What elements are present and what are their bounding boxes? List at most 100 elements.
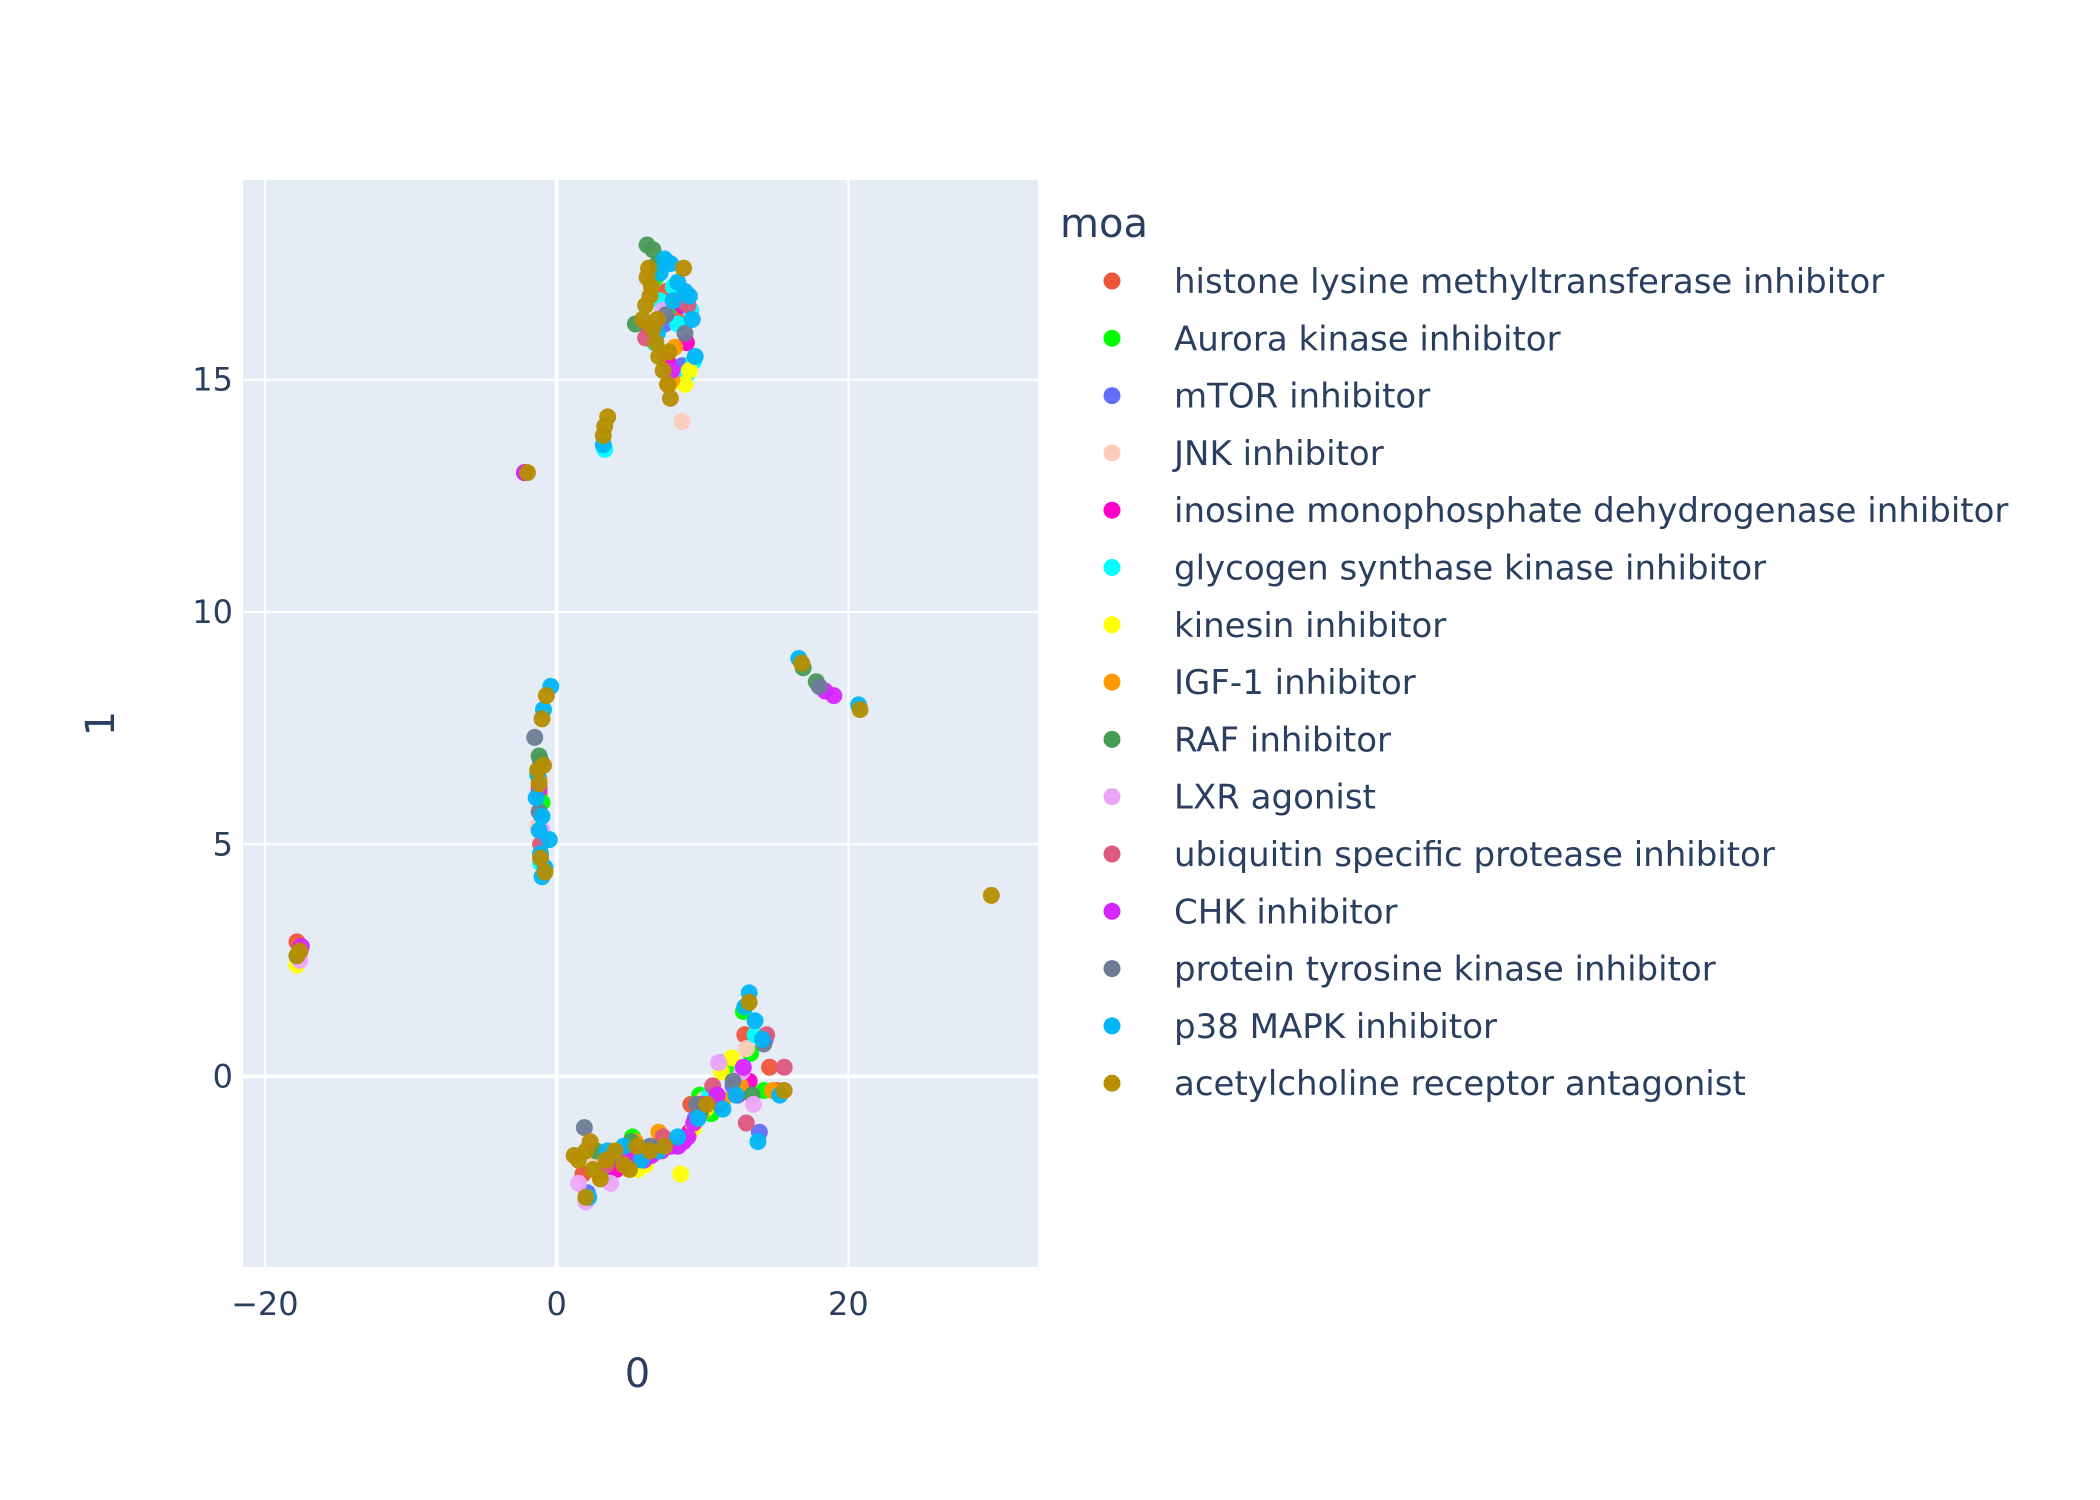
- legend-marker: [1103, 387, 1121, 405]
- data-point: [656, 1137, 674, 1155]
- y-axis-title: 1: [78, 711, 124, 736]
- legend[interactable]: histone lysine methyltransferase inhibit…: [1103, 262, 2009, 1104]
- data-point: [644, 241, 662, 259]
- legend-item-label[interactable]: ubiquitin specific protease inhibitor: [1174, 835, 1775, 875]
- legend-item-label[interactable]: acetylcholine receptor antagonist: [1174, 1064, 1746, 1104]
- data-point: [577, 1188, 595, 1206]
- data-point: [596, 417, 614, 435]
- data-point: [745, 1095, 763, 1113]
- legend-marker: [1103, 272, 1121, 290]
- data-point: [628, 1137, 646, 1155]
- data-point: [648, 310, 666, 328]
- data-point: [669, 273, 687, 291]
- data-point: [532, 849, 550, 867]
- legend-title: moa: [1060, 201, 1148, 247]
- y-tick-label: 15: [192, 361, 233, 399]
- legend-item-label[interactable]: Aurora kinase inhibitor: [1174, 319, 1561, 359]
- data-point: [638, 269, 656, 287]
- legend-item-label[interactable]: histone lysine methyltransferase inhibit…: [1174, 262, 1884, 302]
- data-point: [669, 1128, 687, 1146]
- data-point: [749, 1133, 767, 1151]
- data-point: [527, 789, 545, 807]
- data-point: [660, 343, 678, 361]
- data-point: [591, 1170, 609, 1188]
- legend-marker: [1103, 1074, 1121, 1092]
- legend-marker: [1103, 730, 1121, 748]
- legend-item-label[interactable]: RAF inhibitor: [1174, 720, 1391, 760]
- data-point: [530, 775, 548, 793]
- legend-item-label[interactable]: LXR agonist: [1174, 778, 1376, 818]
- data-point: [982, 886, 1000, 904]
- data-point: [698, 1095, 716, 1113]
- data-point: [710, 1054, 728, 1072]
- legend-marker: [1103, 501, 1121, 519]
- legend-item-label[interactable]: CHK inhibitor: [1174, 892, 1398, 932]
- y-tick-label: 0: [213, 1058, 233, 1096]
- data-point: [680, 287, 698, 305]
- data-point: [724, 1072, 742, 1090]
- legend-item-label[interactable]: mTOR inhibitor: [1174, 377, 1430, 417]
- data-point: [851, 701, 869, 719]
- data-point: [606, 1142, 624, 1160]
- data-point: [714, 1100, 732, 1118]
- data-point: [673, 413, 691, 431]
- legend-item-label[interactable]: p38 MAPK inhibitor: [1174, 1007, 1497, 1047]
- data-point: [793, 654, 811, 672]
- data-point: [683, 310, 701, 328]
- data-point: [654, 361, 672, 379]
- grid-lines: [243, 180, 1038, 1267]
- data-point: [536, 863, 554, 881]
- data-point: [680, 361, 698, 379]
- data-point: [775, 1058, 793, 1076]
- data-point: [689, 1109, 707, 1127]
- legend-marker: [1103, 902, 1121, 920]
- legend-marker: [1103, 329, 1121, 347]
- x-tick-label: 0: [546, 1285, 566, 1323]
- data-point: [533, 807, 551, 825]
- data-point: [656, 250, 674, 268]
- data-point: [727, 1086, 745, 1104]
- data-point: [641, 1142, 659, 1160]
- data-point: [530, 821, 548, 839]
- legend-item-label[interactable]: kinesin inhibitor: [1174, 606, 1446, 646]
- legend-marker: [1103, 788, 1121, 806]
- y-tick-label: 10: [192, 593, 233, 631]
- data-point: [534, 756, 552, 774]
- data-point: [533, 710, 551, 728]
- data-point: [675, 259, 693, 277]
- plot-area: [243, 180, 1038, 1267]
- legend-item-label[interactable]: inosine monophosphate dehydrogenase inhi…: [1174, 491, 2008, 531]
- data-point: [672, 1165, 690, 1183]
- data-point: [737, 1114, 755, 1132]
- data-point: [810, 677, 828, 695]
- data-point: [641, 287, 659, 305]
- legend-item-label[interactable]: glycogen synthase kinase inhibitor: [1174, 549, 1766, 589]
- data-point: [740, 993, 758, 1011]
- legend-marker: [1103, 845, 1121, 863]
- data-point: [581, 1133, 599, 1151]
- x-tick-label: −20: [231, 1285, 299, 1323]
- data-point: [676, 375, 694, 393]
- data-point: [753, 1030, 771, 1048]
- legend-item-label[interactable]: JNK inhibitor: [1172, 434, 1384, 474]
- tick-labels: −20 0 20 0 5 10 15: [192, 361, 868, 1323]
- data-point: [621, 1160, 639, 1178]
- legend-item-label[interactable]: IGF-1 inhibitor: [1174, 663, 1416, 703]
- data-point: [570, 1174, 588, 1192]
- data-point: [518, 464, 536, 482]
- data-point: [737, 1040, 755, 1058]
- data-point: [575, 1119, 593, 1137]
- legend-item-label[interactable]: protein tyrosine kinase inhibitor: [1174, 950, 1716, 990]
- data-point: [734, 1058, 752, 1076]
- data-point: [565, 1147, 583, 1165]
- data-point: [686, 348, 704, 366]
- y-tick-label: 5: [213, 825, 233, 863]
- data-point: [291, 942, 309, 960]
- legend-marker: [1103, 960, 1121, 978]
- data-point: [658, 375, 676, 393]
- data-point: [647, 334, 665, 352]
- x-axis-title: 0: [625, 1351, 650, 1397]
- data-point: [526, 728, 544, 746]
- legend-marker: [1103, 559, 1121, 576]
